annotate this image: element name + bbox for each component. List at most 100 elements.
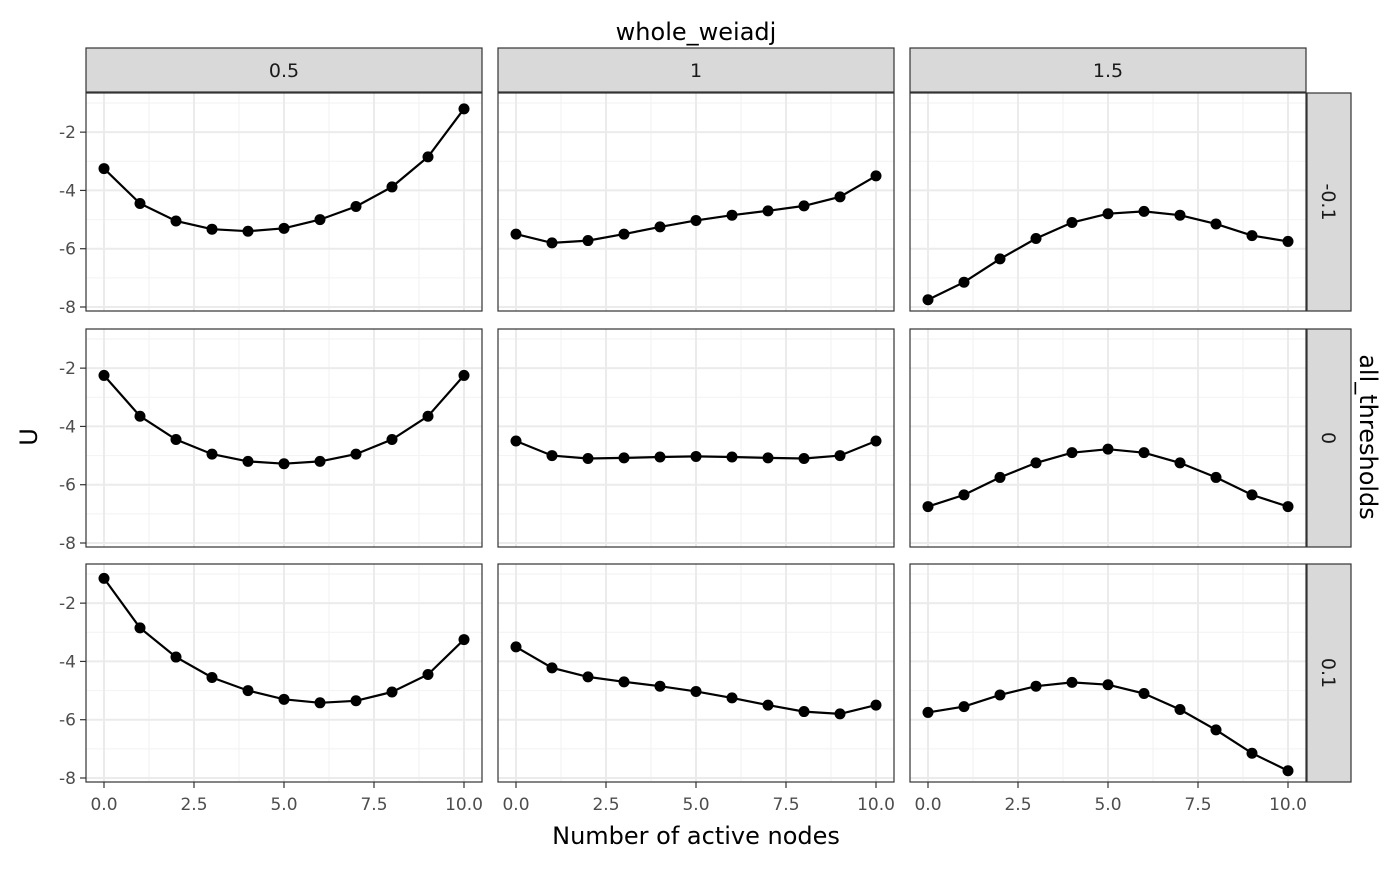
x-tick-label: 10.0 xyxy=(445,795,483,815)
data-point xyxy=(582,235,594,247)
column-strip xyxy=(909,47,1307,93)
panel-border xyxy=(497,328,895,548)
data-point xyxy=(726,209,738,221)
data-point xyxy=(170,434,182,446)
data-point xyxy=(458,103,470,115)
data-point xyxy=(690,214,702,226)
data-point xyxy=(654,451,666,463)
panel xyxy=(85,563,483,783)
data-point xyxy=(510,641,522,653)
y-tick-label: -4 xyxy=(59,652,76,672)
x-tick-label: 5.0 xyxy=(1094,795,1121,815)
data-point xyxy=(206,223,218,235)
x-tick-label: 2.5 xyxy=(592,795,619,815)
x-tick-label: 7.5 xyxy=(360,795,387,815)
data-point xyxy=(134,622,146,634)
data-point xyxy=(170,215,182,227)
data-point xyxy=(870,170,882,182)
panel-border xyxy=(85,92,483,312)
data-point xyxy=(762,699,774,711)
panel xyxy=(497,328,895,548)
data-point xyxy=(170,651,182,663)
data-point xyxy=(510,228,522,240)
data-point xyxy=(922,501,934,513)
data-point xyxy=(1030,457,1042,469)
row-strip-label: 0.1 xyxy=(1317,658,1339,688)
data-point xyxy=(386,686,398,698)
x-tick-label: 0.0 xyxy=(502,795,529,815)
x-tick-label: 10.0 xyxy=(1269,795,1307,815)
column-strip-label: 1 xyxy=(690,60,702,82)
data-point xyxy=(1066,216,1078,228)
data-point xyxy=(314,697,326,709)
data-point xyxy=(510,435,522,447)
data-point xyxy=(98,369,110,381)
data-point xyxy=(994,253,1006,265)
data-point xyxy=(1282,765,1294,777)
data-point xyxy=(690,450,702,462)
data-point xyxy=(98,163,110,175)
x-tick-label: 7.5 xyxy=(772,795,799,815)
panel-grid: 0.5 1 1.5 -0.1 0 0.1 xyxy=(85,47,1352,783)
data-point xyxy=(458,369,470,381)
data-point xyxy=(834,191,846,203)
data-point xyxy=(618,228,630,240)
data-point xyxy=(458,634,470,646)
y-tick-label: -2 xyxy=(59,359,76,379)
data-point xyxy=(994,471,1006,483)
data-point xyxy=(762,452,774,464)
panel xyxy=(497,92,895,312)
data-point xyxy=(958,489,970,501)
data-point xyxy=(582,671,594,683)
data-point xyxy=(726,451,738,463)
y-tick-label: -6 xyxy=(59,240,76,260)
row-strip xyxy=(1306,328,1352,548)
data-point xyxy=(690,685,702,697)
panel-border xyxy=(909,328,1307,548)
data-point xyxy=(762,205,774,217)
data-point xyxy=(870,699,882,711)
data-point xyxy=(546,450,558,462)
panel xyxy=(85,92,483,312)
data-point xyxy=(1246,489,1258,501)
y-tick-label: -8 xyxy=(59,298,76,318)
x-tick-label: 2.5 xyxy=(1004,795,1031,815)
row-strip xyxy=(1306,563,1352,783)
data-point xyxy=(1210,218,1222,230)
data-point xyxy=(958,276,970,288)
data-point xyxy=(1210,724,1222,736)
data-point xyxy=(350,695,362,707)
data-point xyxy=(1246,230,1258,242)
data-point xyxy=(834,708,846,720)
x-tick-label: 7.5 xyxy=(1184,795,1211,815)
x-tick-label: 0.0 xyxy=(90,795,117,815)
data-point xyxy=(726,692,738,704)
data-point xyxy=(386,434,398,446)
data-point xyxy=(922,294,934,306)
x-tick-label: 2.5 xyxy=(180,795,207,815)
data-point xyxy=(350,448,362,460)
column-strip-label: 1.5 xyxy=(1093,60,1123,82)
y-tick-label: -2 xyxy=(59,594,76,614)
y-tick-label: -2 xyxy=(59,123,76,143)
data-point xyxy=(1282,235,1294,247)
data-point xyxy=(654,680,666,692)
facet-title-right: all_thresholds xyxy=(1354,354,1382,520)
y-tick-label: -6 xyxy=(59,711,76,731)
data-point xyxy=(958,701,970,713)
data-point xyxy=(922,706,934,718)
data-point xyxy=(314,455,326,467)
data-point xyxy=(546,237,558,249)
data-point xyxy=(1246,747,1258,759)
panel xyxy=(909,563,1307,783)
data-point xyxy=(242,225,254,237)
data-point xyxy=(798,706,810,718)
data-point xyxy=(1210,471,1222,483)
panel xyxy=(909,328,1307,548)
column-strip xyxy=(497,47,895,93)
panel-border xyxy=(85,328,483,548)
y-tick-label: -4 xyxy=(59,417,76,437)
data-point xyxy=(798,452,810,464)
panel xyxy=(497,563,895,783)
